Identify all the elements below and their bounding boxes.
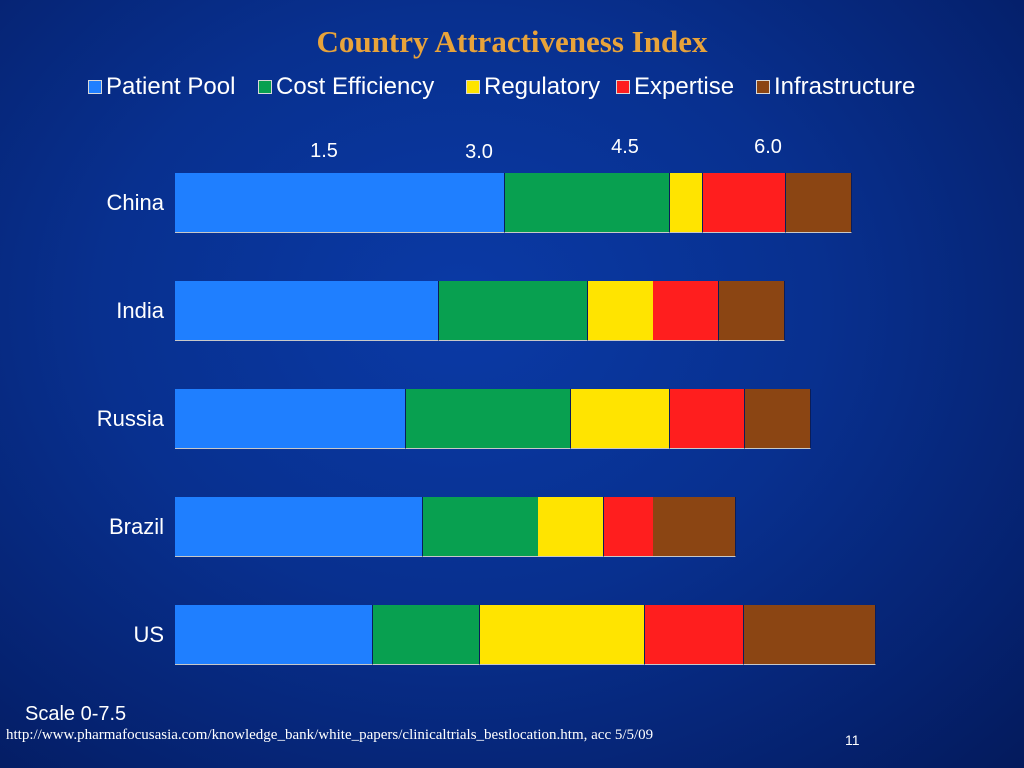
bar-segment-india-infrastructure <box>719 281 785 341</box>
bar-segment-brazil-patient-pool <box>175 497 423 557</box>
bar-segment-india-regulatory <box>588 281 654 341</box>
bar-segment-china-cost-efficiency <box>505 173 670 233</box>
category-label-india: India <box>116 298 164 323</box>
x-tick-label: 3.0 <box>465 141 493 163</box>
bar-segment-us-patient-pool <box>175 605 373 665</box>
category-label-brazil: Brazil <box>108 514 164 539</box>
bar-segment-brazil-expertise <box>604 497 654 557</box>
bar-segment-india-cost-efficiency <box>439 281 588 341</box>
source-citation: http://www.pharmafocusasia.com/knowledge… <box>6 727 654 743</box>
bar-segment-china-patient-pool <box>175 173 505 233</box>
bar-segment-china-infrastructure <box>786 173 852 233</box>
scale-note: Scale 0-7.5 <box>25 703 127 725</box>
category-label-us: US <box>133 622 164 647</box>
bar-segment-india-expertise <box>653 281 719 341</box>
legend-item-regulatory: Regulatory <box>466 70 600 104</box>
x-tick-label: 6.0 <box>754 136 782 158</box>
legend-label: Cost Efficiency <box>276 73 435 100</box>
legend-label: Infrastructure <box>774 73 916 100</box>
x-tick-label: 1.5 <box>310 140 338 162</box>
legend-item-expertise: Expertise <box>616 70 734 104</box>
page-number: 11 <box>845 732 860 748</box>
bar-segment-russia-patient-pool <box>175 389 406 449</box>
bar-segment-china-regulatory <box>670 173 703 233</box>
x-tick-label: 4.5 <box>611 136 639 158</box>
chart-legend: Patient Pool Cost Efficiency Regulatory Exp… <box>88 70 958 104</box>
legend-item-patient-pool: Patient Pool <box>88 70 235 104</box>
bar-segment-us-infrastructure <box>744 605 876 665</box>
legend-swatch <box>466 80 480 94</box>
bar-segment-china-expertise <box>703 173 786 233</box>
bar-segment-russia-expertise <box>670 389 745 449</box>
category-label-russia: Russia <box>96 406 164 431</box>
bar-segment-us-expertise <box>645 605 744 665</box>
legend-item-cost-efficiency: Cost Efficiency <box>258 70 434 104</box>
chart-title: Country Attractiveness Index <box>316 24 708 59</box>
bar-segment-brazil-cost-efficiency <box>423 497 539 557</box>
legend-label: Regulatory <box>484 73 601 100</box>
legend-swatch <box>88 80 102 94</box>
bar-segment-us-cost-efficiency <box>373 605 480 665</box>
bar-segment-brazil-regulatory <box>538 497 604 557</box>
bar-segment-russia-cost-efficiency <box>406 389 571 449</box>
legend-label: Expertise <box>634 73 735 100</box>
legend-swatch <box>756 80 770 94</box>
bar-segment-us-regulatory <box>480 605 645 665</box>
bar-segment-brazil-infrastructure <box>653 497 736 557</box>
category-label-china: China <box>106 190 164 215</box>
legend-swatch <box>616 80 630 94</box>
legend-label: Patient Pool <box>106 73 236 100</box>
bar-segment-russia-regulatory <box>571 389 670 449</box>
bar-segment-russia-infrastructure <box>745 389 811 449</box>
legend-swatch <box>258 80 272 94</box>
legend-item-infrastructure: Infrastructure <box>756 70 915 104</box>
bar-segment-india-patient-pool <box>175 281 439 341</box>
